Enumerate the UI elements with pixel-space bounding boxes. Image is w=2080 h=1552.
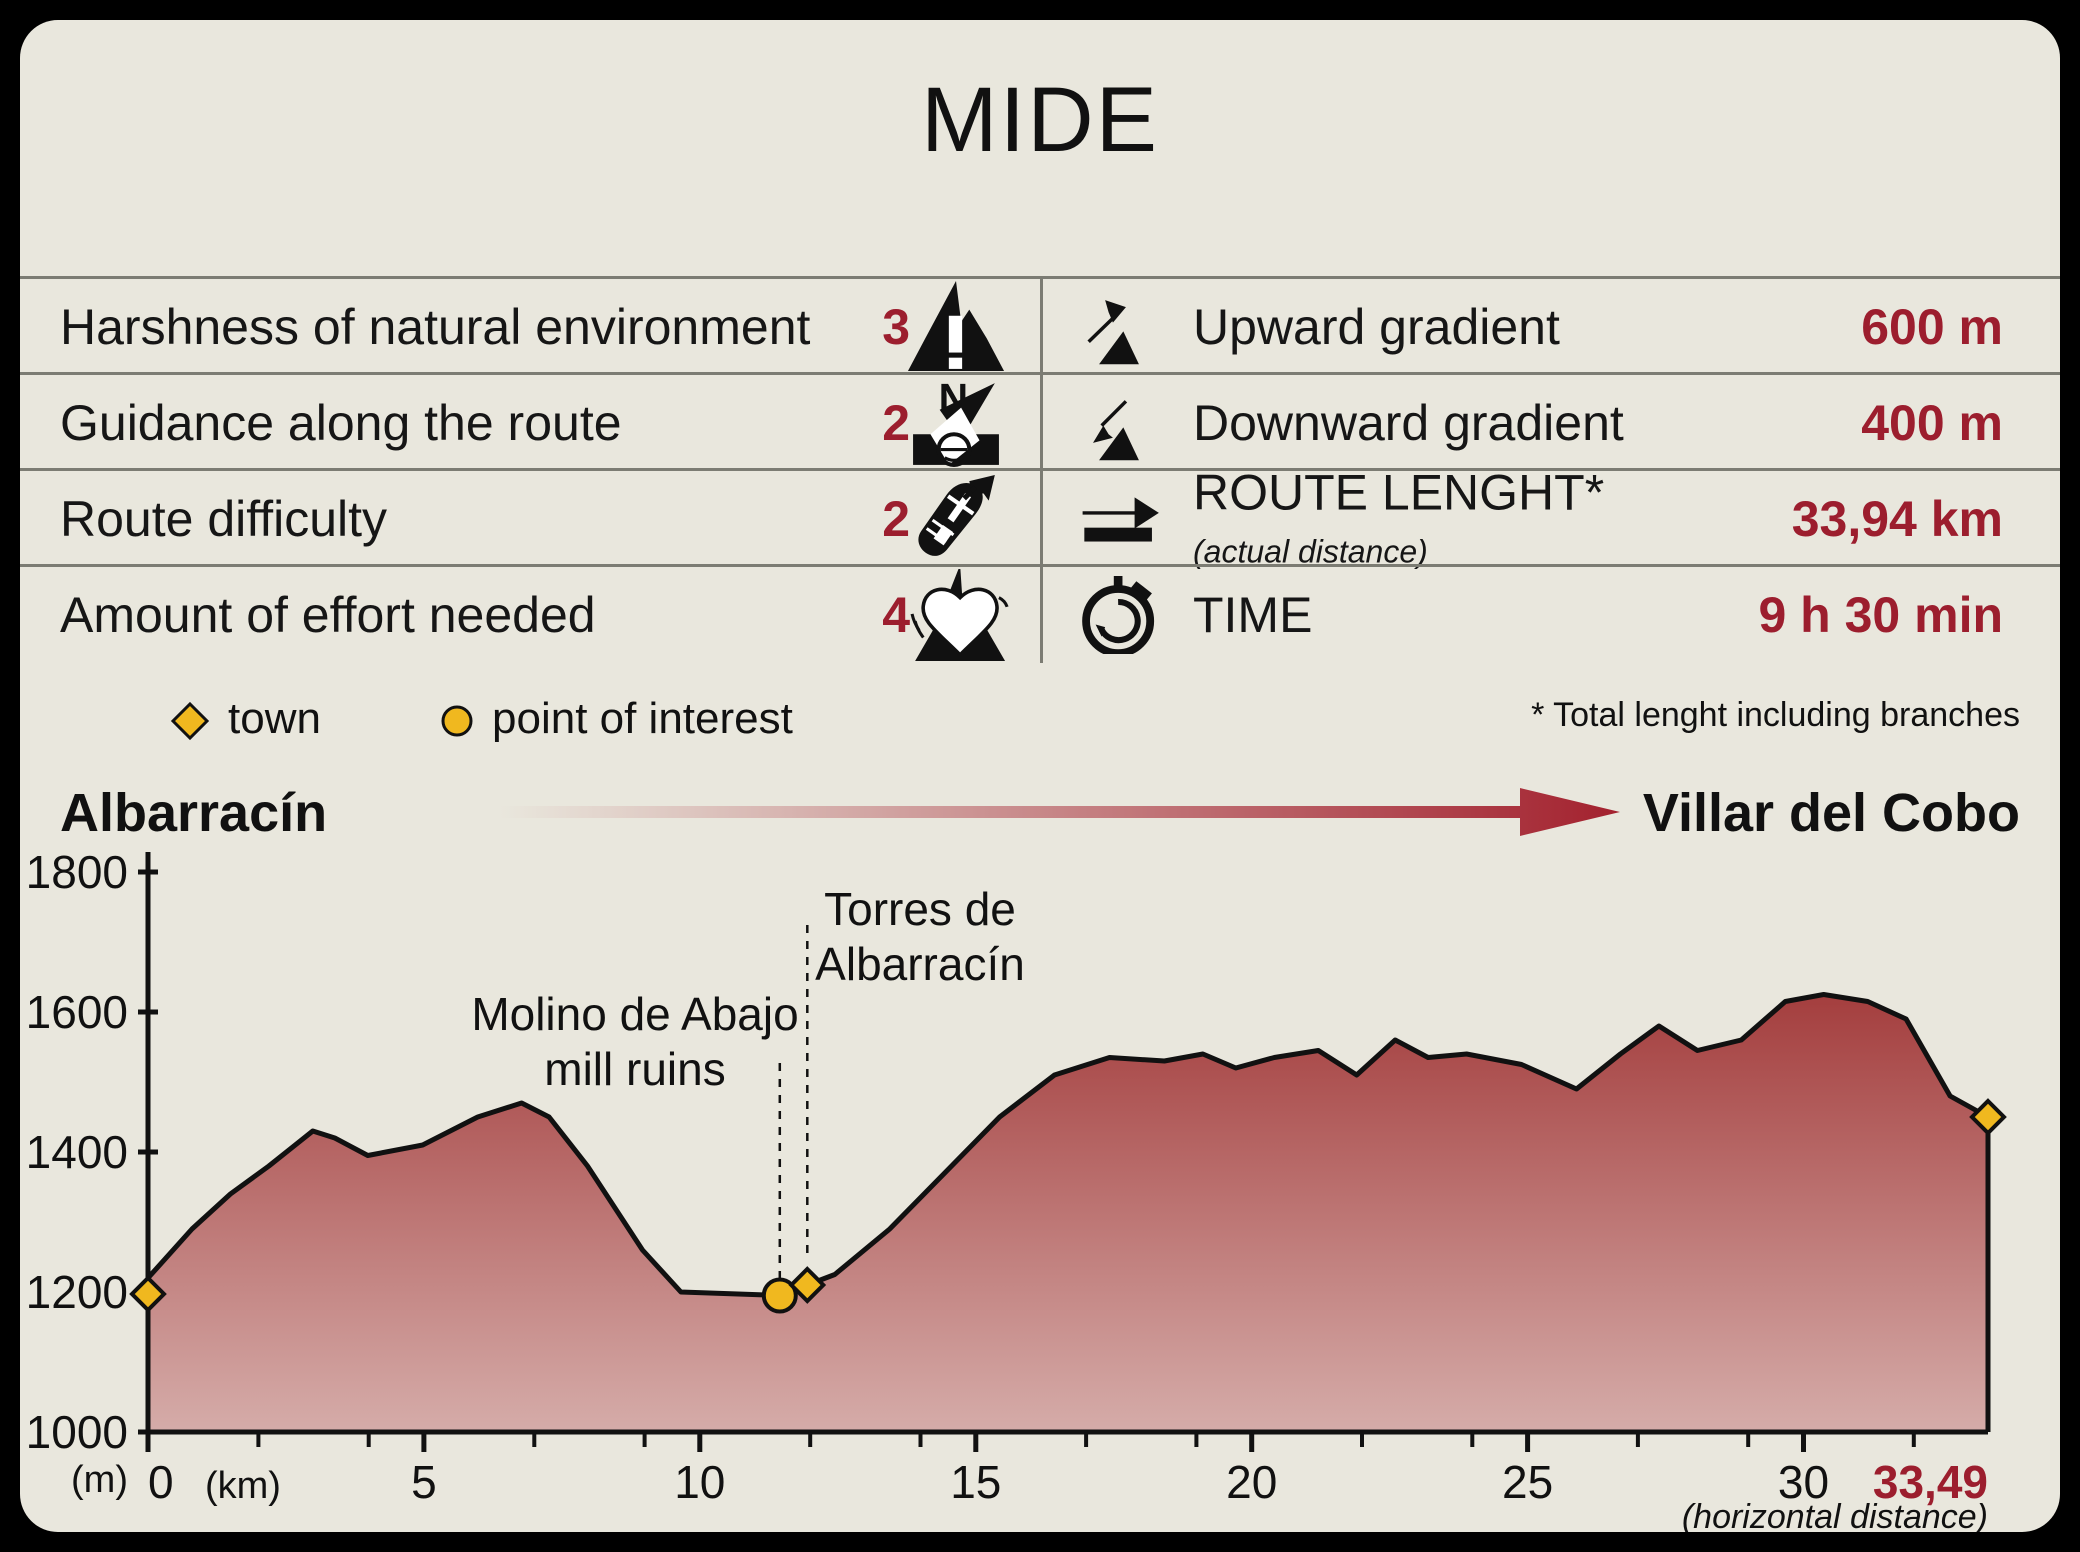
svg-text:Molino de Abajo: Molino de Abajo	[471, 988, 798, 1040]
svg-text:10: 10	[674, 1456, 725, 1508]
svg-text:Torres de: Torres de	[824, 883, 1016, 935]
svg-text:(km): (km)	[205, 1465, 281, 1507]
svg-text:1800: 1800	[26, 852, 128, 898]
svg-text:(horizontal distance): (horizontal distance)	[1682, 1498, 1988, 1532]
svg-text:1400: 1400	[26, 1126, 128, 1178]
svg-text:0: 0	[148, 1456, 174, 1508]
svg-text:1200: 1200	[26, 1266, 128, 1318]
svg-text:20: 20	[1226, 1456, 1277, 1508]
svg-text:(m): (m)	[71, 1459, 128, 1501]
svg-text:1600: 1600	[26, 986, 128, 1038]
svg-text:5: 5	[411, 1456, 437, 1508]
svg-text:15: 15	[950, 1456, 1001, 1508]
svg-text:1000: 1000	[26, 1406, 128, 1458]
svg-text:Albarracín: Albarracín	[815, 938, 1025, 990]
svg-text:25: 25	[1502, 1456, 1553, 1508]
svg-text:mill ruins: mill ruins	[544, 1043, 725, 1095]
